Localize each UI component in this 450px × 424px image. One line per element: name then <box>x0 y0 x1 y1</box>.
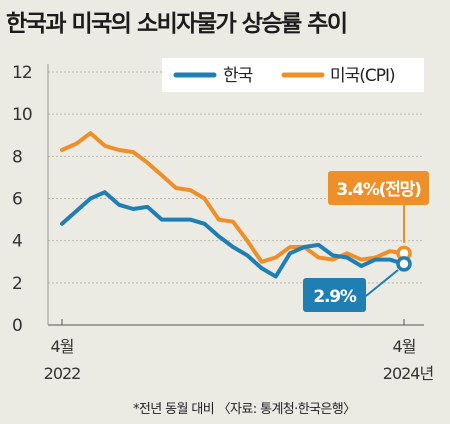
annotations: 3.4%(전망) 2.9% <box>303 171 429 312</box>
y-tick-label: 0 <box>12 316 22 336</box>
footnote: *전년 동월 대비 〈자료: 통계청·한국은행〉 <box>133 402 356 417</box>
y-tick-label: 10 <box>12 105 32 125</box>
y-tick-label: 2 <box>12 274 22 294</box>
us-callout-box <box>328 171 429 205</box>
legend-label-korea: 한국 <box>223 66 253 86</box>
x-label-end-year: 2024년 <box>383 364 434 383</box>
y-tick-label: 12 <box>12 63 32 83</box>
x-axis: 4월 2022 4월 2024년 <box>44 64 434 383</box>
series-line-us <box>60 131 406 264</box>
korea-callout-leader <box>365 269 399 297</box>
y-axis-ticks: 0 2 4 6 8 10 12 <box>12 63 33 336</box>
x-label-start-year: 2022 <box>44 364 81 383</box>
us-callout-label: 3.4%(전망) <box>336 180 421 200</box>
end-marker-korea <box>396 256 412 272</box>
korea-callout-label: 2.9% <box>313 287 357 307</box>
legend: 한국 미국(CPI) <box>162 58 424 92</box>
y-tick-label: 8 <box>12 147 22 167</box>
x-label-end-month: 4월 <box>393 337 416 356</box>
y-tick-label: 4 <box>12 232 22 252</box>
series-lines <box>60 131 412 279</box>
y-tick-label: 6 <box>12 190 22 210</box>
series-line-korea <box>60 190 406 279</box>
chart-title: 한국과 미국의 소비자물가 상승률 추이 <box>6 11 348 37</box>
legend-label-us: 미국(CPI) <box>330 66 395 86</box>
x-label-start-month: 4월 <box>51 337 74 356</box>
korea-callout-box <box>303 278 366 312</box>
